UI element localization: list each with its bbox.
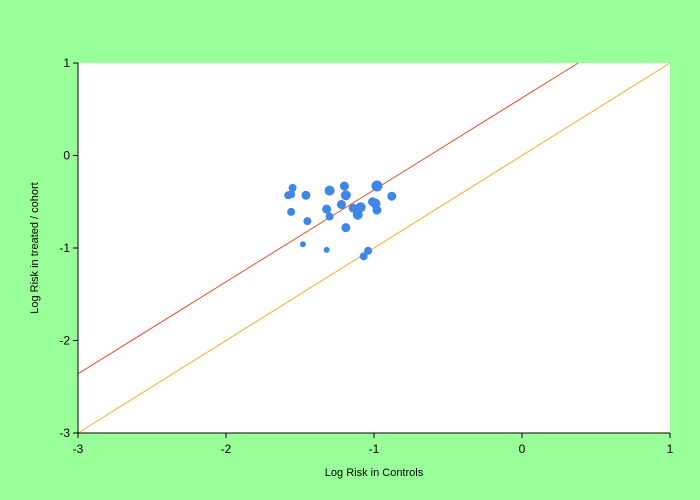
data-point bbox=[325, 212, 334, 221]
y-tick-label: -3 bbox=[59, 426, 70, 440]
data-point bbox=[323, 246, 330, 253]
data-point bbox=[288, 183, 297, 192]
data-point bbox=[301, 190, 311, 200]
data-point bbox=[299, 241, 306, 248]
data-point bbox=[341, 223, 351, 233]
y-tick-label: 1 bbox=[63, 56, 70, 70]
data-point bbox=[387, 191, 397, 201]
x-tick-label: 1 bbox=[667, 442, 674, 456]
data-point bbox=[340, 190, 351, 201]
data-point bbox=[336, 200, 346, 210]
data-point bbox=[339, 181, 349, 191]
data-point bbox=[324, 185, 335, 196]
data-point bbox=[355, 202, 366, 213]
data-point bbox=[322, 204, 332, 214]
y-tick-label: 0 bbox=[63, 149, 70, 163]
reference-line-lower bbox=[77, 62, 671, 434]
data-points bbox=[284, 180, 397, 261]
data-point bbox=[359, 252, 368, 261]
data-point bbox=[372, 205, 382, 215]
axis-ticks: -3 -2 -1 0 1 -3 -2 -1 0 1 bbox=[59, 56, 673, 456]
x-tick-label: -3 bbox=[73, 442, 84, 456]
x-axis-title: Log Risk in Controls bbox=[325, 467, 424, 479]
data-point bbox=[303, 217, 312, 226]
y-tick-label: -1 bbox=[59, 241, 70, 255]
x-tick-label: 0 bbox=[519, 442, 526, 456]
data-point bbox=[287, 190, 296, 199]
x-tick-label: -1 bbox=[369, 442, 380, 456]
data-point bbox=[287, 207, 296, 216]
data-point bbox=[364, 246, 373, 255]
data-point bbox=[371, 180, 383, 192]
y-axis-title: Log Risk in treated / cohort bbox=[29, 182, 41, 313]
x-tick-label: -2 bbox=[221, 442, 232, 456]
y-tick-label: -2 bbox=[59, 334, 70, 348]
